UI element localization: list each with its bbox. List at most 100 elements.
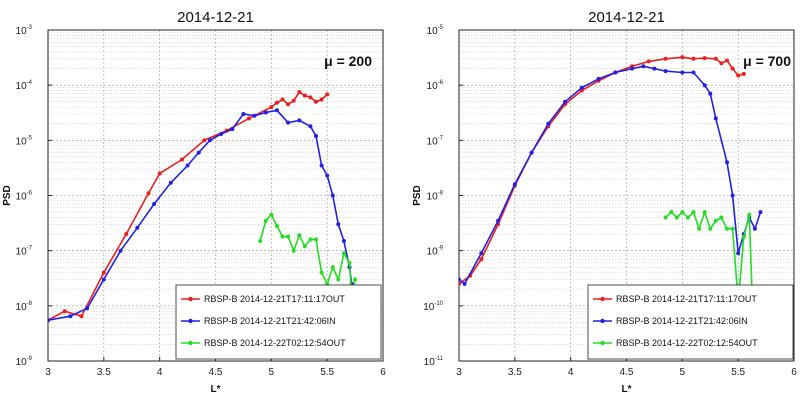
- data-point: [79, 314, 84, 319]
- data-point: [563, 99, 568, 104]
- data-point: [579, 85, 584, 90]
- y-tick-label: 10-7: [16, 246, 33, 258]
- data-point: [702, 210, 707, 215]
- data-point: [230, 127, 235, 132]
- data-point: [353, 277, 358, 282]
- data-point: [747, 212, 752, 217]
- data-point: [168, 180, 173, 185]
- data-point: [341, 251, 346, 256]
- data-point: [708, 226, 713, 231]
- legend-swatch-marker: [600, 340, 605, 346]
- data-point: [596, 76, 601, 81]
- data-point: [219, 132, 224, 136]
- y-tick-base: 10: [16, 357, 28, 368]
- data-point: [725, 160, 729, 165]
- legend-box: [175, 284, 382, 360]
- y-axis-label: PSD: [412, 185, 423, 206]
- data-point: [680, 210, 685, 215]
- data-point: [630, 66, 635, 71]
- x-tick-label: 3.5: [508, 367, 522, 378]
- data-point: [685, 215, 690, 220]
- y-tick-base: 10: [16, 136, 28, 147]
- data-point: [546, 121, 551, 126]
- y-tick-label: 10-10: [423, 301, 443, 313]
- data-point: [202, 138, 207, 143]
- data-point: [274, 100, 279, 105]
- y-tick-exponent: -7: [27, 246, 33, 252]
- data-point: [207, 138, 212, 143]
- x-tick-label: 4.5: [209, 367, 223, 378]
- y-tick-label: 10-8: [427, 191, 444, 203]
- y-tick-exponent: -8: [438, 191, 444, 197]
- chart-title: 2014-12-21: [177, 9, 254, 26]
- data-point: [719, 61, 724, 66]
- legend: RBSP-B 2014-12-21T17:11:17OUT RBSP-B 2014…: [587, 284, 794, 360]
- y-tick-base: 10: [427, 247, 439, 258]
- data-point: [297, 90, 302, 95]
- legend-label: RBSP-B 2014-12-22T02:12:54OUT: [616, 338, 758, 348]
- y-tick-exponent: -8: [27, 301, 33, 307]
- legend-swatch-marker: [188, 340, 193, 346]
- y-tick-exponent: -6: [438, 80, 444, 86]
- data-point: [274, 108, 279, 113]
- y-tick-base: 10: [16, 302, 28, 313]
- legend-label: RBSP-B 2014-12-21T17:11:17OUT: [204, 294, 345, 304]
- y-tick-exponent: -9: [27, 356, 33, 362]
- data-point: [286, 102, 291, 107]
- data-point: [280, 97, 285, 102]
- data-point: [741, 71, 746, 76]
- data-point: [118, 248, 123, 253]
- data-point: [669, 210, 674, 215]
- data-point: [101, 277, 106, 282]
- data-point: [152, 202, 157, 206]
- legend-label: RBSP-B 2014-12-21T17:11:17OUT: [616, 294, 757, 304]
- data-point: [314, 99, 318, 104]
- data-point: [663, 56, 668, 61]
- data-point: [336, 277, 341, 282]
- y-tick-base: 10: [16, 26, 28, 37]
- data-point: [725, 226, 729, 231]
- data-point: [314, 237, 318, 242]
- x-tick-label: 3: [45, 367, 51, 378]
- data-point: [462, 281, 467, 286]
- y-tick-base: 10: [427, 26, 439, 37]
- series-line: [48, 91, 328, 321]
- y-tick-exponent: -5: [27, 135, 33, 141]
- chart-1: 3 3.5 4 4.5 5 5.5 610-910-810-710-610-510-410-…: [2, 9, 386, 395]
- data-point: [680, 55, 685, 60]
- y-tick-base: 10: [16, 192, 28, 203]
- data-point: [697, 226, 702, 231]
- y-tick-base: 10: [16, 247, 28, 258]
- data-point: [341, 239, 346, 243]
- data-point: [297, 233, 302, 238]
- data-point: [269, 212, 274, 217]
- data-point: [702, 83, 707, 88]
- data-point: [319, 270, 324, 275]
- legend-swatch-marker: [188, 296, 193, 302]
- data-point: [185, 163, 190, 168]
- chart-title: 2014-12-21: [588, 9, 665, 26]
- data-point: [674, 215, 679, 220]
- legend: RBSP-B 2014-12-21T17:11:17OUT RBSP-B 2014…: [175, 284, 382, 360]
- data-point: [758, 210, 763, 215]
- data-point: [319, 163, 324, 168]
- legend-label: RBSP-B 2014-12-21T21:42:06IN: [204, 316, 336, 326]
- legend-swatch-marker: [600, 296, 605, 302]
- x-axis-label: L*: [622, 384, 632, 395]
- data-point: [730, 66, 735, 71]
- y-tick-exponent: -3: [27, 25, 33, 31]
- data-point: [646, 59, 651, 64]
- y-tick-base: 10: [427, 81, 439, 92]
- legend-label: RBSP-B 2014-12-21T21:42:06IN: [616, 316, 748, 326]
- y-tick-base: 10: [427, 136, 439, 147]
- x-tick-label: 5.5: [320, 367, 334, 378]
- data-point: [496, 218, 501, 223]
- data-point: [101, 270, 106, 275]
- data-point: [297, 118, 302, 123]
- data-point: [736, 73, 741, 78]
- data-point: [263, 110, 268, 115]
- data-point: [725, 58, 729, 63]
- y-tick-base: 10: [427, 192, 439, 203]
- y-tick-label: 10-4: [16, 80, 33, 92]
- data-point: [347, 260, 352, 265]
